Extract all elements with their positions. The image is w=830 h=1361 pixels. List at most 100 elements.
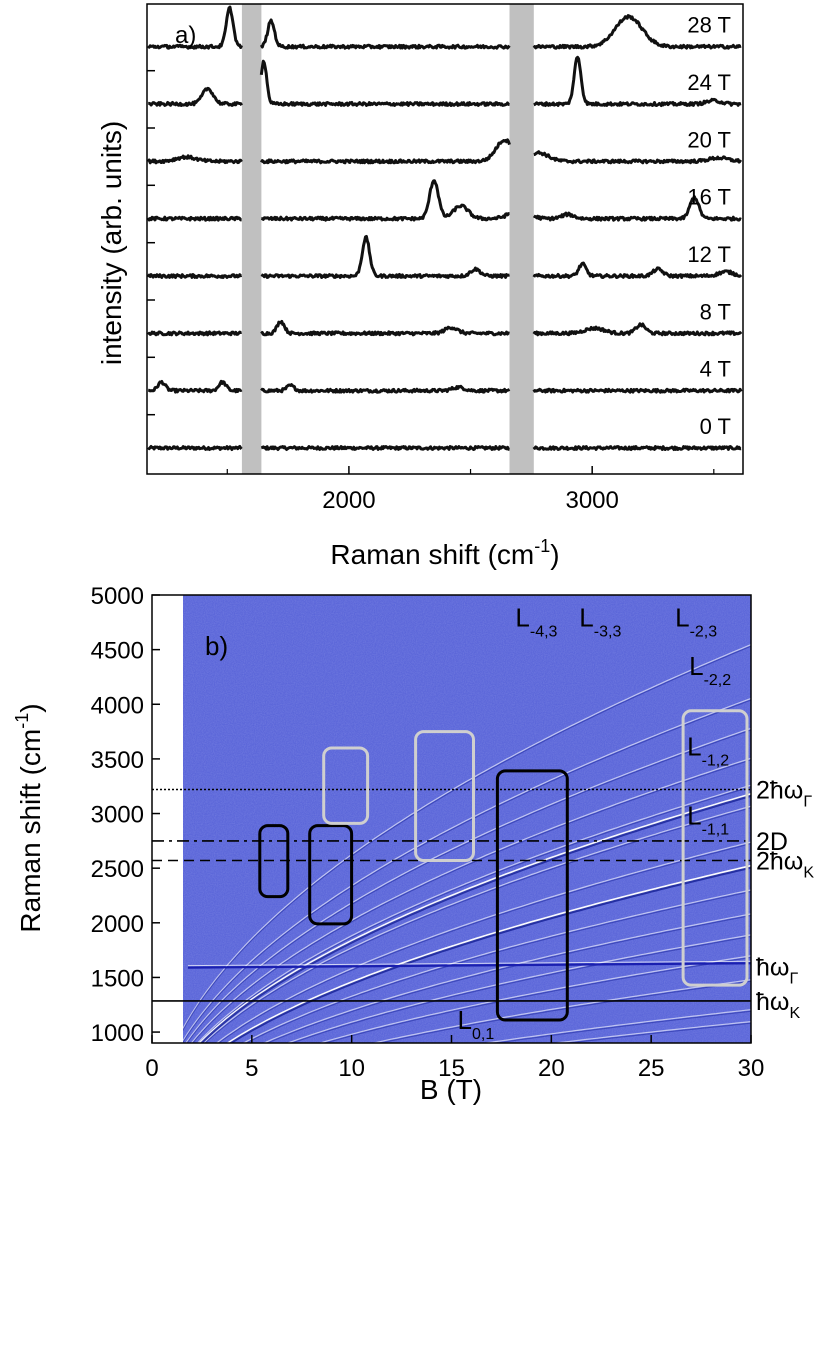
level-label-6: L-1,1 xyxy=(687,801,729,839)
fan-line-14 xyxy=(183,644,751,1030)
level-label-3: L-2,3 xyxy=(675,603,717,641)
panel-b-ylabel: Raman shift (cm-1) xyxy=(12,703,46,932)
fan-line-shadow-12 xyxy=(186,729,751,1043)
panel-b-xtick-label-5: 5 xyxy=(245,1055,258,1082)
panel-b-ytick-label-4500: 4500 xyxy=(91,638,144,665)
reference-label-3: 2ħωK xyxy=(756,848,814,882)
highlight-box-4 xyxy=(414,730,476,862)
g-mode-line xyxy=(187,962,751,969)
panel-a-ticks: 2000 3000 xyxy=(226,466,715,514)
trace-8t xyxy=(147,319,743,337)
panel-a-traces xyxy=(146,5,743,451)
panel-b-xtick-label-30: 30 xyxy=(738,1055,765,1082)
trace-28t xyxy=(147,5,742,50)
trace-label-24t: 24 T xyxy=(687,70,731,95)
fan-line-shadow-9 xyxy=(204,807,751,1043)
panel-b-xtick-label-15: 15 xyxy=(438,1055,465,1082)
panel-a: 0 T 4 T 8 T 12 T 16 T 20 T 24 T 28 T 2000 3000 a… xyxy=(96,3,744,570)
trace-4t xyxy=(147,379,743,394)
panel-b-label: b) xyxy=(205,631,228,661)
panel-b-ytick-label-3000: 3000 xyxy=(91,802,144,829)
panel-b-ticks: 0 5 10 15 20 25 30 1000 1500 2000 2500 3000 3500 4000… xyxy=(91,583,765,1082)
panel-b: 0 5 10 15 20 25 30 1000 1500 2000 2500 3000 3500 4000… xyxy=(12,583,814,1105)
fan-line-shadow-10 xyxy=(198,786,751,1043)
fan-line-shadow-3 xyxy=(323,956,751,1043)
panel-b-ytick-label-1500: 1500 xyxy=(91,965,144,992)
trace-label-4t: 4 T xyxy=(700,357,731,382)
panel-a-ylabel: intensity (arb. units) xyxy=(96,121,127,365)
fan-line-12 xyxy=(185,727,751,1043)
panel-b-heatmap-noise xyxy=(183,595,751,1043)
reference-label-5: ħωK xyxy=(756,988,800,1022)
level-label-5: L-1,2 xyxy=(687,732,729,770)
fan-line-4 xyxy=(286,934,751,1043)
level-label-2: L-3,3 xyxy=(579,603,621,641)
fan-line-shadow-2 xyxy=(378,980,751,1043)
fan-line-shadow-6 xyxy=(245,891,751,1043)
trace-label-28t: 28 T xyxy=(687,13,731,38)
fan-line-shadow-15 xyxy=(228,866,751,1043)
trace-16t xyxy=(146,179,742,222)
panel-a-masked-bands xyxy=(241,4,534,474)
reference-label-1: 2ħωΓ xyxy=(756,777,812,811)
trace-label-8t: 8 T xyxy=(700,299,731,324)
highlight-box-5 xyxy=(495,769,569,1022)
fan-line-13 xyxy=(183,697,751,1042)
panel-b-ytick-label-1000: 1000 xyxy=(91,1020,144,1047)
trace-12t xyxy=(146,234,743,279)
trace-20t xyxy=(146,138,743,165)
level-label-1: L-4,3 xyxy=(515,603,557,641)
panel-b-xtick-label-0: 0 xyxy=(145,1055,158,1082)
fan-line-6 xyxy=(242,889,751,1043)
highlight-box-3 xyxy=(322,746,370,825)
fan-line-2 xyxy=(371,979,751,1043)
fan-line-shadow-13 xyxy=(183,699,751,1043)
panel-b-xtick-label-10: 10 xyxy=(338,1055,365,1082)
trace-label-20t: 20 T xyxy=(687,127,731,152)
panel-b-boxes xyxy=(258,709,749,1022)
level-label-4: L-2,2 xyxy=(689,651,731,689)
panel-a-xlabel: Raman shift (cm-1) xyxy=(330,536,559,570)
reference-label-2: 2D xyxy=(756,828,788,856)
trace-label-12t: 12 T xyxy=(687,242,731,267)
panel-b-ytick-label-4000: 4000 xyxy=(91,692,144,719)
trace-label-0t: 0 T xyxy=(700,414,731,439)
level-label-7: L0,1 xyxy=(458,1005,495,1043)
reference-label-4: ħωΓ xyxy=(756,954,798,988)
masked-band-1 xyxy=(241,4,262,474)
panel-a-offset-ticks xyxy=(147,69,155,416)
panel-b-ytick-label-2500: 2500 xyxy=(91,856,144,883)
trace-label-16t: 16 T xyxy=(687,185,731,210)
panel-b-ytick-label-5000: 5000 xyxy=(91,583,144,610)
panel-a-xtick-label-2000: 2000 xyxy=(322,487,375,514)
fan-line-16 xyxy=(198,793,751,1043)
fan-line-1 xyxy=(482,1009,751,1043)
masked-band-2 xyxy=(509,4,534,474)
panel-a-frame xyxy=(146,3,744,475)
fan-line-shadow-8 xyxy=(217,843,751,1043)
fan-line-shadow-17 xyxy=(565,1022,751,1043)
panel-b-level-labels: L-4,3 L-3,3 L-2,3 L-2,2 L-1,2 L-1,1 L0,1 xyxy=(458,603,732,1043)
fan-line-shadow-11 xyxy=(192,759,751,1043)
fan-line-3 xyxy=(318,955,751,1043)
panel-b-xlabel: B (T) xyxy=(420,1074,482,1105)
panel-b-fan-lines xyxy=(183,644,751,1043)
panel-a-trace-labels: 0 T 4 T 8 T 12 T 16 T 20 T 24 T 28 T xyxy=(687,13,731,439)
panel-a-label: a) xyxy=(175,22,196,49)
fan-line-17 xyxy=(551,1021,751,1043)
fan-line-8 xyxy=(215,841,751,1043)
fan-line-shadow-16 xyxy=(200,794,751,1043)
fan-line-9 xyxy=(202,805,751,1043)
trace-0t xyxy=(147,445,742,451)
panel-b-xtick-label-25: 25 xyxy=(638,1055,665,1082)
fan-line-shadow-4 xyxy=(290,935,751,1043)
g-mode-line-highlight xyxy=(187,960,751,967)
fan-line-15 xyxy=(226,864,751,1043)
fan-line-5 xyxy=(262,913,751,1043)
panel-b-ytick-label-3500: 3500 xyxy=(91,747,144,774)
panel-b-xtick-label-20: 20 xyxy=(538,1055,565,1082)
highlight-box-2 xyxy=(308,824,354,926)
panel-b-no-data-strip xyxy=(152,595,182,1043)
